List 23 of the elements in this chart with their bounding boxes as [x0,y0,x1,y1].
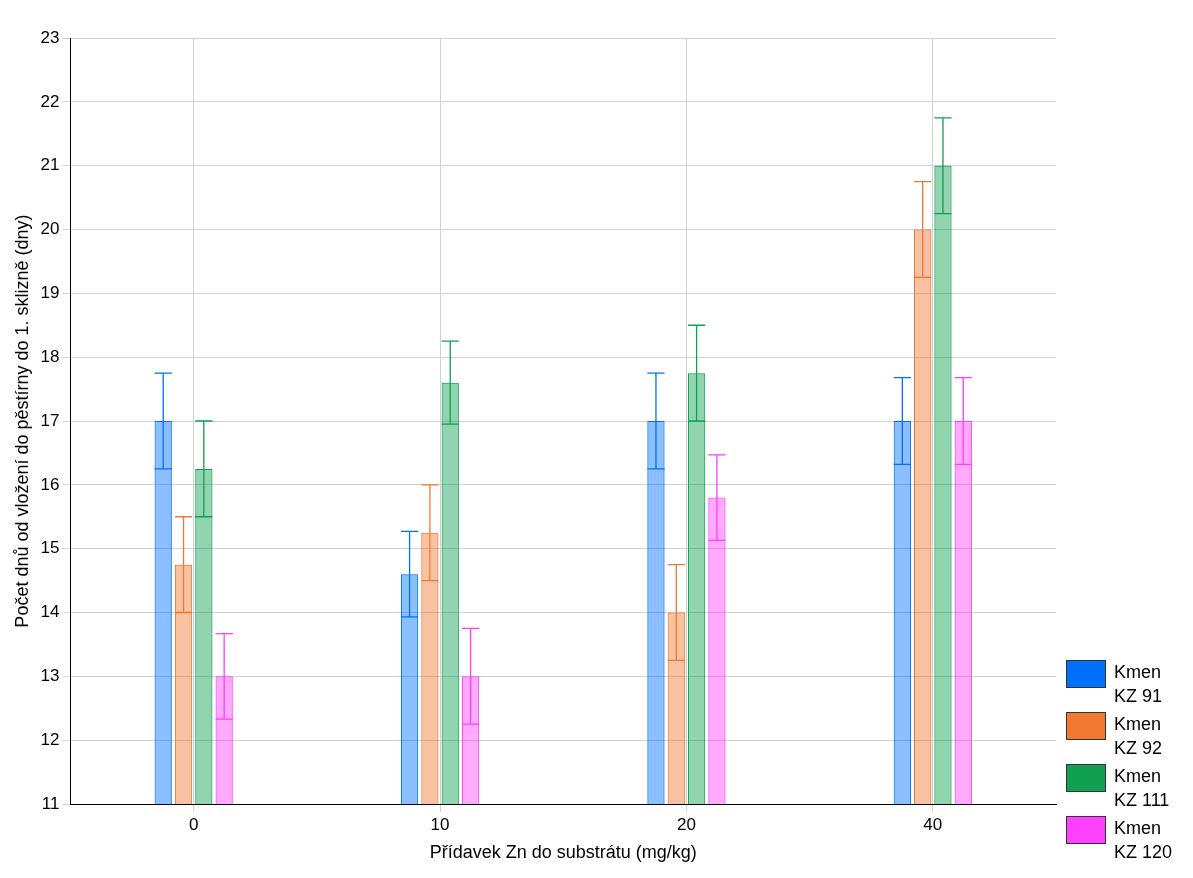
y-tick-label: 17 [40,410,60,430]
y-tick-label: 12 [40,729,60,749]
y-axis-title: Počet dnů od vložení do pěstírny do 1. sklizně (dny) [11,214,32,628]
y-tick-label: 13 [40,666,60,686]
y-tick-label: 21 [40,155,60,175]
y-tick-label: 18 [40,346,60,366]
legend-label: Kmen KZ 92 [1114,713,1164,760]
y-tick-label: 22 [40,91,60,111]
x-tick-label: 40 [923,814,943,834]
y-tick-label: 23 [40,27,60,47]
x-tick-label: 0 [188,814,199,834]
y-tick-label: 14 [40,602,60,622]
y-tick-label: 20 [40,219,60,239]
x-tick-label: 10 [430,814,450,834]
y-tick-label: 16 [40,474,60,494]
y-tick-label: 15 [40,538,60,558]
y-tick-label: 19 [40,283,60,303]
legend-label: Kmen KZ 111 [1114,765,1171,812]
y-tick-label: 11 [41,793,60,813]
legend-label: Kmen KZ 91 [1114,661,1164,708]
x-tick-label: 20 [676,814,696,834]
legend-label: Kmen KZ 120 [1114,817,1174,864]
x-axis-title: Přídavek Zn do substrátu (mg/kg) [429,842,697,863]
